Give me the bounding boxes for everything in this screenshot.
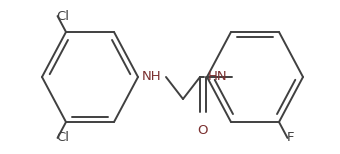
Text: F: F (287, 131, 294, 144)
Text: HN: HN (208, 71, 228, 83)
Text: Cl: Cl (56, 131, 70, 144)
Text: NH: NH (142, 71, 162, 83)
Text: O: O (198, 124, 208, 137)
Text: Cl: Cl (56, 10, 70, 23)
